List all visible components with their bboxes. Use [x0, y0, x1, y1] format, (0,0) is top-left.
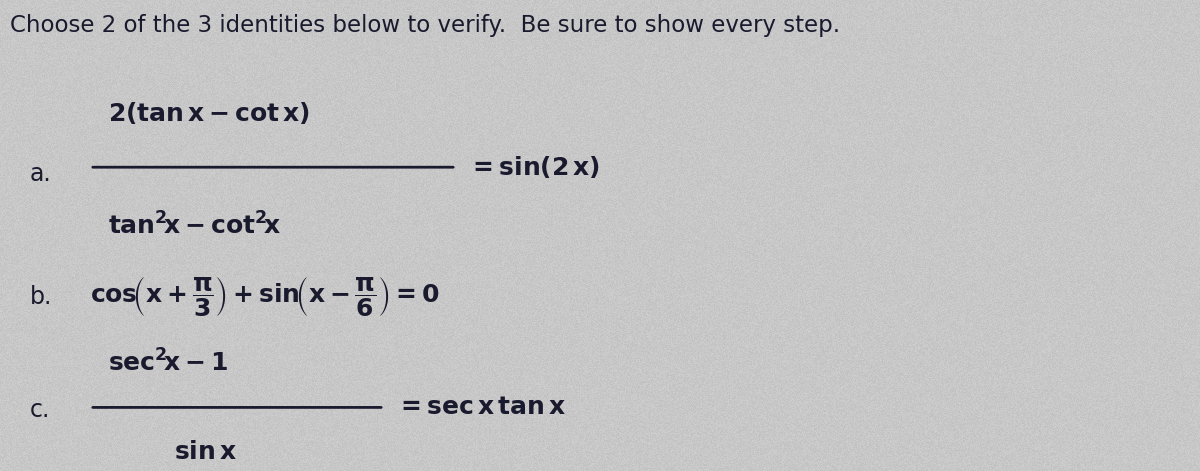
Text: $\mathbf{cos\!\left(x + \dfrac{\pi}{3}\right) + sin\!\left(x - \dfrac{\pi}{6}\ri: $\mathbf{cos\!\left(x + \dfrac{\pi}{3}\r…	[90, 275, 439, 319]
Text: Choose 2 of the 3 identities below to verify.  Be sure to show every step.: Choose 2 of the 3 identities below to ve…	[10, 14, 840, 37]
Text: $\mathbf{sec^2\!x - 1}$: $\mathbf{sec^2\!x - 1}$	[108, 349, 228, 376]
Text: b.: b.	[30, 285, 53, 309]
Text: $\mathbf{tan^2\!x - cot^2\!x}$: $\mathbf{tan^2\!x - cot^2\!x}$	[108, 212, 281, 240]
Text: c.: c.	[30, 398, 50, 422]
Text: $\mathbf{2(tan\,x - cot\,x)}$: $\mathbf{2(tan\,x - cot\,x)}$	[108, 100, 310, 126]
Text: $\mathbf{= sec\,x\,tan\,x}$: $\mathbf{= sec\,x\,tan\,x}$	[396, 396, 566, 419]
Text: $\mathbf{= sin(2\,x)}$: $\mathbf{= sin(2\,x)}$	[468, 154, 600, 180]
Text: a.: a.	[30, 162, 52, 186]
Text: $\mathbf{sin\,x}$: $\mathbf{sin\,x}$	[174, 440, 238, 464]
